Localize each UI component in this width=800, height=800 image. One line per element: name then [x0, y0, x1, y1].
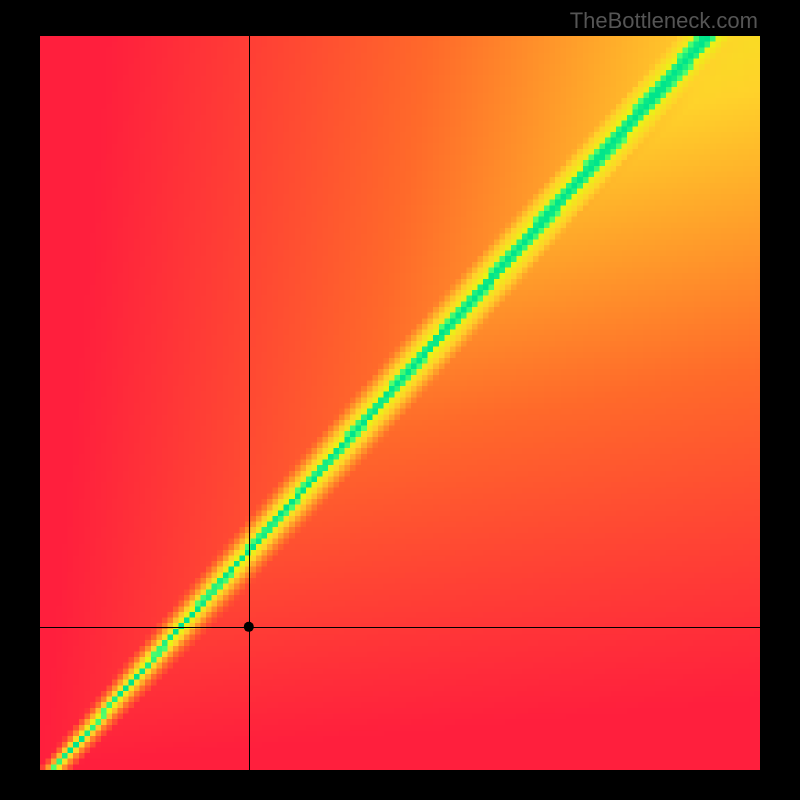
watermark-text: TheBottleneck.com — [570, 8, 758, 34]
plot-frame — [40, 36, 760, 770]
crosshair-overlay — [40, 36, 760, 770]
